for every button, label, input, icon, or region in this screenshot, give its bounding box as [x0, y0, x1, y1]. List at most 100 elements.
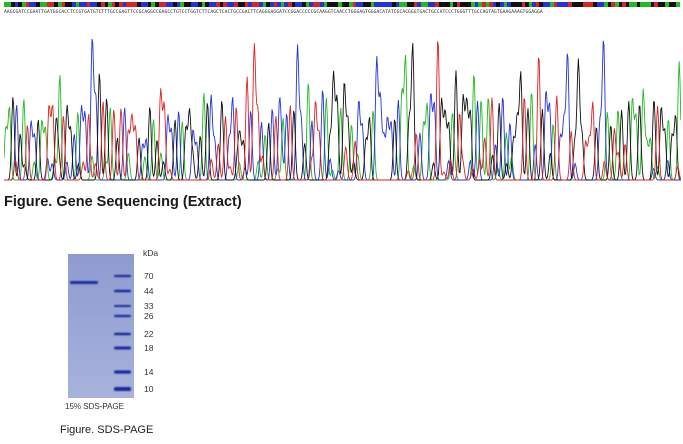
base-call-swatch: [406, 2, 411, 7]
base-call-swatch: [629, 2, 633, 7]
base-call-swatch: [521, 2, 526, 7]
base-call-swatch: [492, 2, 497, 7]
base-call-swatch: [553, 2, 558, 7]
base-call-swatch: [579, 2, 583, 7]
sds-page-figure-caption: Figure. SDS-PAGE: [60, 424, 154, 436]
base-call-swatch: [410, 2, 414, 7]
base-call-swatch: [435, 2, 439, 7]
base-call-swatch: [672, 2, 677, 7]
base-call-swatch: [643, 2, 648, 7]
base-call-swatch: [417, 2, 421, 7]
base-call-swatch: [54, 2, 58, 7]
base-call-swatch: [212, 2, 217, 7]
marker-band: [114, 370, 131, 374]
base-call-swatch: [593, 2, 597, 7]
base-call-swatch: [525, 2, 529, 7]
base-call-swatch: [187, 2, 191, 7]
base-call-swatch: [97, 2, 102, 7]
base-call-swatch: [607, 2, 612, 7]
base-call-swatch: [596, 2, 601, 7]
base-call-swatch: [503, 2, 508, 7]
base-call-swatch: [539, 2, 544, 7]
base-call-swatch: [287, 2, 292, 7]
marker-lane: [114, 274, 131, 391]
base-call-swatch: [75, 2, 80, 7]
base-call-swatch: [528, 2, 533, 7]
trace-line-G: [4, 42, 681, 181]
base-call-swatch: [345, 2, 349, 7]
marker-band: [114, 274, 131, 278]
marker-label: 44: [144, 286, 154, 296]
marker-band: [114, 305, 131, 307]
base-call-swatch: [442, 2, 447, 7]
marker-label: 70: [144, 271, 154, 281]
base-call-swatch: [305, 2, 310, 7]
base-call-swatch: [302, 2, 306, 7]
base-call-swatch: [295, 2, 299, 7]
marker-label: 18: [144, 343, 154, 353]
base-call-swatch: [93, 2, 98, 7]
marker-label: 26: [144, 311, 154, 321]
gel-percentage-note: 15% SDS-PAGE: [65, 402, 124, 411]
base-call-swatch: [79, 2, 84, 7]
base-call-swatch: [428, 2, 432, 7]
base-call-swatch: [514, 2, 518, 7]
base-call-swatch: [11, 2, 15, 7]
base-call-swatch: [640, 2, 644, 7]
base-call-swatch: [277, 2, 281, 7]
base-call-swatch: [668, 2, 673, 7]
base-call-swatch: [464, 2, 468, 7]
marker-label: 22: [144, 329, 154, 339]
base-call-swatch: [29, 2, 33, 7]
base-call-swatch: [313, 2, 317, 7]
base-call-swatch: [485, 2, 490, 7]
marker-band: [114, 332, 131, 336]
base-call-swatch: [83, 2, 87, 7]
base-call-swatch: [7, 2, 12, 7]
marker-label: 10: [144, 384, 154, 394]
base-call-swatch: [334, 2, 339, 7]
base-call-swatch: [262, 2, 267, 7]
base-call-swatch: [571, 2, 576, 7]
base-call-swatch: [338, 2, 342, 7]
base-call-swatch: [564, 2, 569, 7]
base-call-swatch: [489, 2, 493, 7]
base-call-swatch: [280, 2, 285, 7]
base-call-swatch: [507, 2, 511, 7]
base-call-swatch: [43, 2, 48, 7]
base-call-swatch: [370, 2, 375, 7]
base-call-swatch: [395, 2, 400, 7]
base-call-swatch: [251, 2, 256, 7]
base-call-swatch: [636, 2, 641, 7]
base-call-swatch: [323, 2, 328, 7]
sample-band: [70, 281, 98, 284]
base-call-swatch: [136, 2, 141, 7]
base-call-swatch: [234, 2, 238, 7]
base-call-swatch: [219, 2, 224, 7]
base-call-swatch: [158, 2, 163, 7]
base-call-swatch: [194, 2, 199, 7]
base-call-swatch: [165, 2, 170, 7]
marker-label: 33: [144, 301, 154, 311]
base-call-swatch: [90, 2, 94, 7]
base-call-swatch: [36, 2, 40, 7]
base-call-swatch: [471, 2, 475, 7]
base-call-swatch: [140, 2, 145, 7]
base-call-swatch: [582, 2, 587, 7]
base-call-swatch: [237, 2, 242, 7]
base-call-swatch: [223, 2, 227, 7]
base-call-swatch: [420, 2, 425, 7]
base-call-swatch: [57, 2, 62, 7]
base-call-swatch: [550, 2, 554, 7]
base-call-swatch: [25, 2, 30, 7]
base-call-swatch: [431, 2, 436, 7]
base-call-swatch: [327, 2, 332, 7]
base-call-swatch: [453, 2, 457, 7]
base-call-swatch: [658, 2, 662, 7]
base-call-swatch: [284, 2, 288, 7]
base-call-swatch: [86, 2, 91, 7]
marker-label: 14: [144, 367, 154, 377]
base-call-swatch: [561, 2, 565, 7]
base-call-swatch: [180, 2, 184, 7]
base-call-swatch: [201, 2, 206, 7]
